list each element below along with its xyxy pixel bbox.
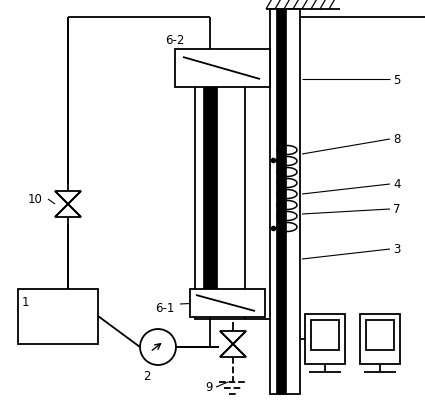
Bar — [311, 320, 339, 350]
Bar — [360, 314, 400, 364]
Text: 8: 8 — [393, 133, 400, 146]
Text: 5: 5 — [393, 74, 400, 86]
Polygon shape — [220, 344, 246, 357]
Text: 10: 10 — [28, 193, 43, 206]
Text: 6-2: 6-2 — [165, 34, 184, 47]
Bar — [366, 320, 394, 350]
Polygon shape — [55, 204, 81, 218]
Text: 4: 4 — [393, 178, 400, 191]
Bar — [305, 314, 345, 364]
Text: 9: 9 — [205, 380, 212, 394]
Bar — [195, 55, 245, 319]
Bar — [276, 10, 286, 394]
Text: 7: 7 — [393, 203, 400, 216]
Text: 2: 2 — [143, 369, 150, 382]
Text: 1: 1 — [22, 295, 29, 308]
Polygon shape — [55, 192, 81, 204]
Bar — [203, 63, 217, 311]
Text: 6-1: 6-1 — [155, 301, 174, 314]
Polygon shape — [220, 331, 246, 344]
Bar — [18, 289, 98, 344]
Circle shape — [140, 329, 176, 365]
Bar — [190, 289, 265, 317]
Bar — [175, 50, 270, 88]
Bar — [270, 10, 300, 394]
Text: 3: 3 — [393, 243, 400, 256]
